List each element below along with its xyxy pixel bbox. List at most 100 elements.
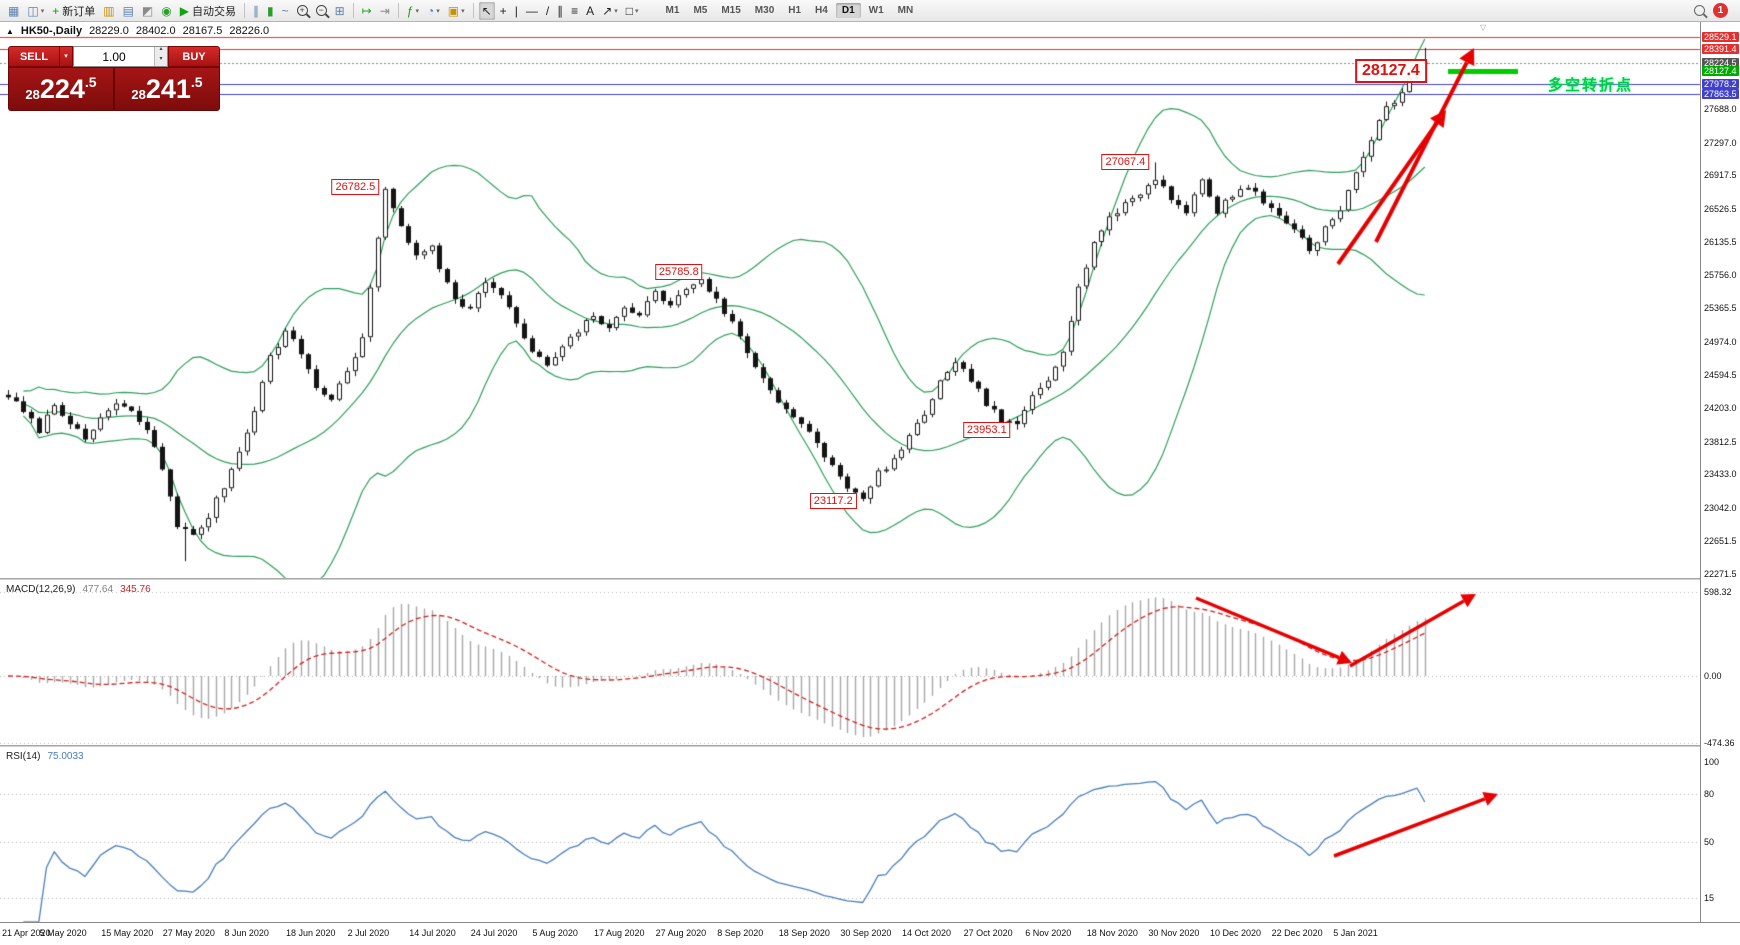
price-axis[interactable]: 27688.0 27297.0 26917.5 26526.5 26135.5 25756… — [1700, 22, 1740, 922]
terminal-icon: ◉ — [161, 3, 172, 18]
price-axis-tick: 25756.0 — [1704, 269, 1737, 280]
vertical-line-button[interactable]: | — [512, 2, 521, 20]
chart-profiles-icon: ◫ — [27, 3, 39, 18]
chart-profiles-button[interactable]: ◫ ▾ — [24, 2, 47, 20]
time-axis[interactable]: 21 Apr 2020 5 May 2020 15 May 2020 27 May 2… — [0, 922, 1740, 945]
zoom-out-icon: − — [315, 5, 327, 16]
new-order-button-label: 新订单 — [62, 5, 96, 18]
periods-icon: ◔ — [426, 3, 435, 18]
shapes-button[interactable]: □ ▾ — [623, 2, 642, 20]
sell-button[interactable]: SELL — [8, 46, 60, 67]
order-mode-dropdown[interactable]: ▾ — [60, 46, 73, 67]
price-callout[interactable]: 23953.1 — [962, 421, 1011, 438]
horizontal-line-button[interactable]: — — [523, 2, 541, 20]
chart-shift-marker[interactable]: ▽ — [1480, 23, 1487, 32]
dropdown-arrow-icon: ▾ — [436, 7, 440, 15]
crosshair-button[interactable]: + — [497, 2, 510, 20]
zoom-out-button[interactable]: − — [313, 2, 330, 20]
fibonacci-button[interactable]: ≡ — [568, 2, 581, 20]
terminal-button[interactable]: ◉ — [158, 2, 174, 20]
new-chart-button[interactable]: ▦ — [5, 2, 22, 20]
fibonacci-icon: ≡ — [571, 3, 579, 18]
indicators-button[interactable]: ƒ ▾ — [404, 2, 422, 20]
timeframe-h4-button[interactable]: H4 — [815, 5, 828, 16]
zoom-in-button[interactable]: + — [294, 2, 311, 20]
chart-line-button[interactable]: ~ — [279, 2, 292, 20]
shapes-icon: □ — [625, 3, 634, 18]
price-axis-tick: 26526.5 — [1704, 203, 1737, 214]
date-axis-label: 14 Jul 2020 — [409, 928, 456, 938]
date-axis-label: 27 Aug 2020 — [655, 928, 707, 938]
timeframe-m5-button[interactable]: M5 — [693, 5, 708, 16]
chart-candles-button[interactable]: ▮ — [264, 2, 277, 20]
cursor-button[interactable]: ↖ — [478, 1, 495, 20]
price-callout[interactable]: 27067.4 — [1101, 154, 1150, 171]
lot-increase-button[interactable]: ▴ — [155, 46, 167, 57]
buy-price-big: 241 — [145, 74, 191, 104]
timeframe-w1-button[interactable]: W1 — [868, 5, 884, 16]
date-axis-label: 14 Oct 2020 — [902, 928, 952, 938]
price-callout[interactable]: 28127.4 — [1354, 59, 1427, 84]
templates-button[interactable]: ▣ ▾ — [445, 2, 468, 20]
equidistant-channel-button[interactable]: ∥ — [554, 2, 566, 20]
notification-badge[interactable]: 1 — [1713, 3, 1728, 18]
arrows-tool-button[interactable]: ↗ ▾ — [599, 2, 621, 20]
timeframe-mn-button[interactable]: MN — [897, 5, 914, 16]
auto-trading-button[interactable]: ▶ 自动交易 — [177, 2, 239, 20]
lot-size-field: ▴ ▾ — [73, 46, 168, 67]
text-label-button[interactable]: A — [583, 2, 597, 20]
date-axis-label: 22 Dec 2020 — [1271, 928, 1323, 938]
price-axis-tick: 26135.5 — [1704, 237, 1737, 248]
dropdown-arrow-icon: ▾ — [635, 7, 639, 15]
data-window-button[interactable]: ▤ — [120, 2, 137, 20]
chart-line-icon: ~ — [281, 3, 289, 18]
turning-point-annotation[interactable]: 多空转折点 — [1548, 77, 1634, 94]
price-callout[interactable]: 25785.8 — [654, 264, 703, 281]
toolbar-separator — [397, 3, 399, 18]
price-axis-level-label: 28529.1 — [1702, 32, 1739, 42]
price-axis-tick: 25365.5 — [1704, 303, 1737, 314]
price-axis-level-label: 28224.5 — [1702, 58, 1739, 69]
date-axis-label: 10 Dec 2020 — [1210, 928, 1262, 938]
timeframe-d1-button[interactable]: D1 — [835, 3, 861, 18]
new-order-button[interactable]: + 新订单 — [49, 2, 98, 20]
tile-windows-icon: ⊞ — [334, 3, 345, 18]
lot-size-input[interactable] — [74, 47, 154, 66]
chart-shift-icon: ⇥ — [379, 3, 390, 18]
panel-separator-rsi[interactable] — [0, 745, 1740, 748]
navigator-button[interactable]: ◩ — [139, 2, 156, 20]
price-axis-tick: 23812.5 — [1704, 436, 1737, 447]
chart-shift-button[interactable]: ⇥ — [377, 2, 393, 20]
market-watch-button[interactable]: ▥ — [100, 2, 117, 20]
search-icon[interactable] — [1694, 5, 1705, 16]
timeframe-m15-button[interactable]: M15 — [721, 5, 741, 16]
sell-price-big: 224 — [39, 74, 85, 104]
sell-price[interactable]: 28 224.5 — [8, 67, 114, 111]
panel-separator-macd[interactable] — [0, 578, 1740, 581]
timeframe-m30-button[interactable]: M30 — [754, 5, 775, 16]
sell-price-sup: .5 — [84, 74, 97, 90]
auto-scroll-button[interactable]: ↦ — [359, 2, 375, 20]
toolbar-right: 1 — [1694, 3, 1736, 18]
timeframe-m1-button[interactable]: M1 — [665, 5, 680, 16]
timeframe-h1-button[interactable]: H1 — [788, 5, 802, 16]
lot-decrease-button[interactable]: ▾ — [155, 56, 167, 66]
buy-price[interactable]: 28 241.5 — [114, 67, 220, 111]
horizontal-line-icon: — — [525, 3, 538, 18]
trendline-button[interactable]: / — [543, 2, 552, 20]
navigator-icon: ◩ — [141, 3, 154, 18]
price-callout[interactable]: 26782.5 — [331, 178, 380, 195]
date-axis-label: 5 Aug 2020 — [532, 928, 578, 938]
data-window-icon: ▤ — [122, 3, 134, 18]
periods-button[interactable]: ◔ ▾ — [424, 2, 443, 20]
tile-windows-button[interactable]: ⊞ — [332, 2, 348, 20]
chart-bars-button[interactable]: ∥ — [250, 2, 262, 20]
date-axis-label: 18 Nov 2020 — [1086, 928, 1138, 938]
auto-trading-button-label: 自动交易 — [191, 5, 236, 18]
toolbar-separator — [243, 3, 245, 18]
price-callout[interactable]: 23117.2 — [809, 493, 857, 510]
templates-icon: ▣ — [447, 3, 460, 18]
price-axis-level-label: 28127.4 — [1702, 66, 1739, 77]
